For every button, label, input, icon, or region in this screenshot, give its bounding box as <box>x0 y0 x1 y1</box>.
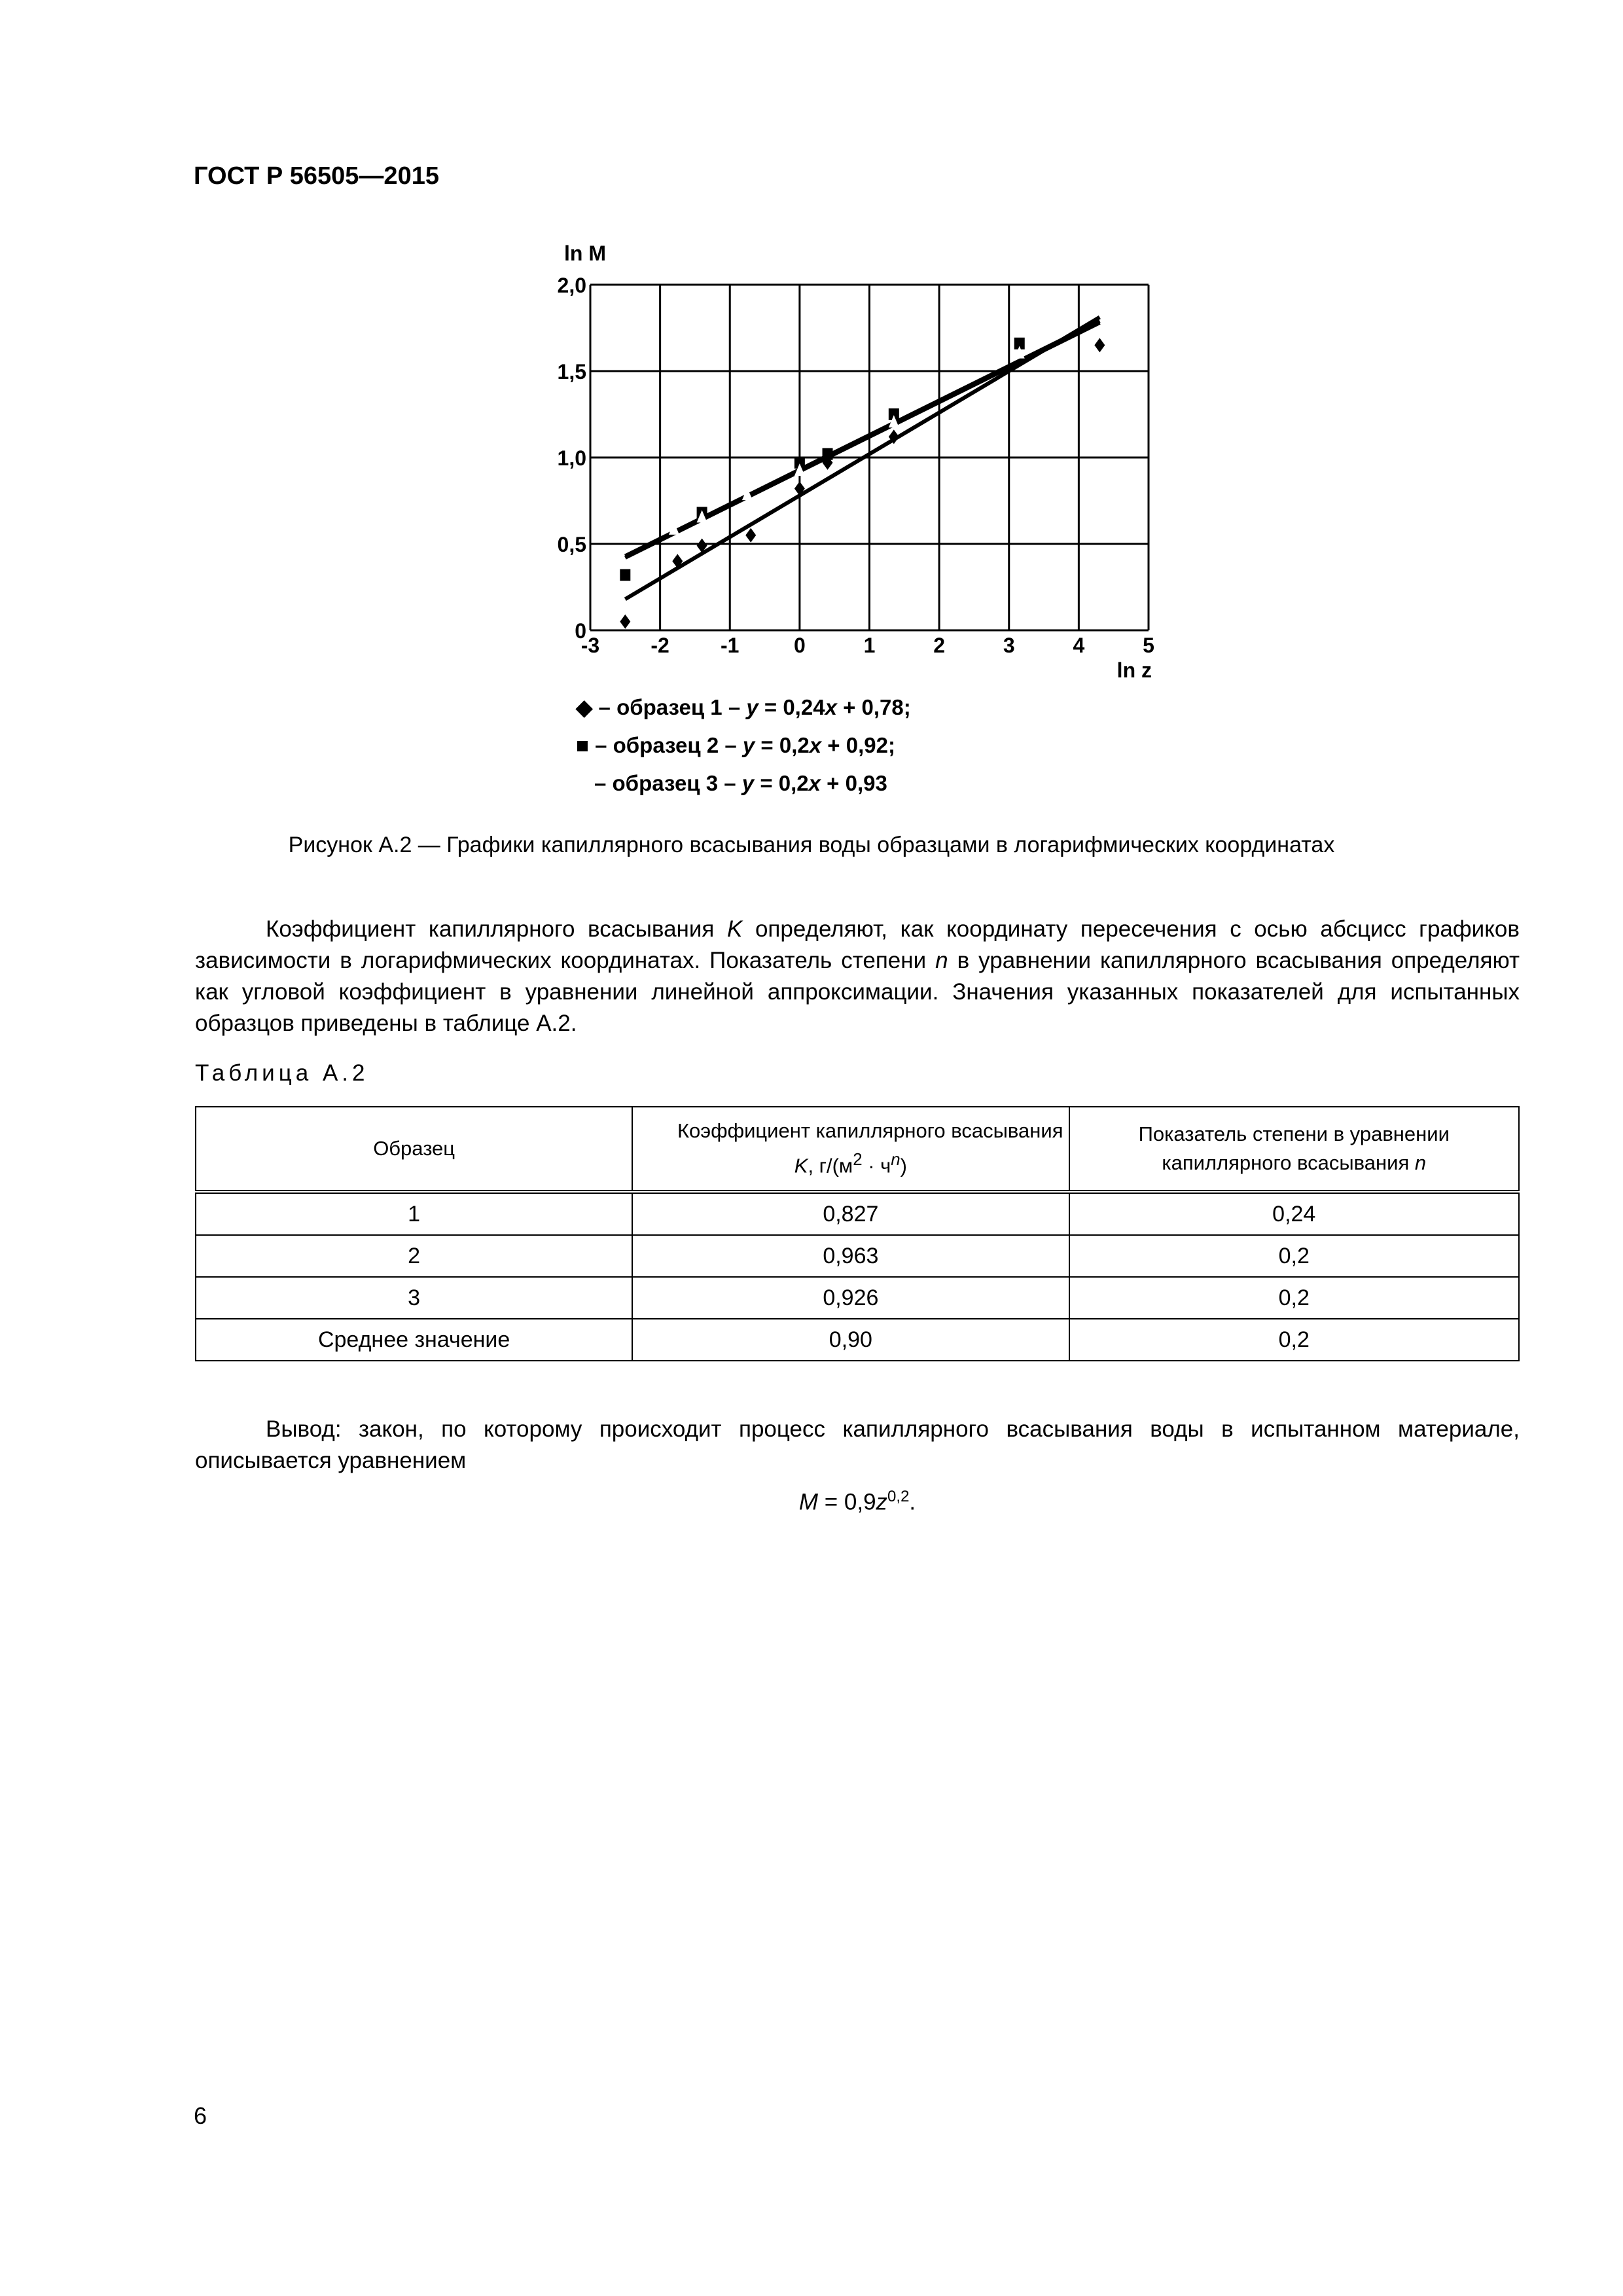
table-cell: 0,926 <box>632 1276 1070 1319</box>
table-cell: 1 <box>194 1191 633 1236</box>
document-body: Рисунок А.2 — Графики капиллярного всасы… <box>194 831 1520 1519</box>
diamond-icon: ◆ <box>576 695 593 719</box>
data-point-triangle <box>888 415 899 428</box>
y-tick-label: 0,5 <box>558 533 586 556</box>
table-cell: 0,827 <box>632 1191 1070 1236</box>
x-tick-label: 2 <box>933 634 945 657</box>
table-row: 1 0,827 0,24 <box>194 1191 1520 1236</box>
x-tick-label: 4 <box>1073 634 1084 657</box>
body-paragraph: Коэффициент капиллярного всасывания K оп… <box>195 916 1520 1036</box>
header-sample: Образец <box>194 1106 633 1193</box>
data-point-triangle <box>741 488 753 501</box>
table-row: Среднее значение 0,90 0,2 <box>194 1318 1520 1361</box>
data-point-triangle <box>794 463 805 476</box>
x-tick-label: -2 <box>651 634 669 657</box>
legend-item: ◆ – образец 1 – y = 0,24x + 0,78; <box>576 695 911 719</box>
data-point-triangle <box>1014 346 1025 359</box>
x-tick-label: 3 <box>1003 634 1015 657</box>
page-number: 6 <box>194 2102 207 2129</box>
table-cell: 0,963 <box>632 1234 1070 1278</box>
data-point-square <box>888 408 899 420</box>
chart-legend: ◆ – образец 1 – y = 0,24x + 0,78; ■ – об… <box>576 689 911 802</box>
y-tick-label: 2,0 <box>558 274 586 297</box>
document-header: ГОСТ Р 56505—2015 <box>194 162 439 190</box>
data-point-square <box>794 456 805 469</box>
table-cell: 0,2 <box>1068 1276 1520 1319</box>
data-point-diamond <box>672 554 683 569</box>
x-tick-label: 0 <box>794 634 806 657</box>
table-cell: 2 <box>194 1234 633 1278</box>
figure-caption: Рисунок А.2 — Графики капиллярного всасы… <box>288 833 1335 857</box>
data-point-square <box>620 569 631 581</box>
header-exponent: Показатель степени в уравнении капиллярно… <box>1068 1106 1520 1193</box>
x-tick-label: -3 <box>581 634 599 657</box>
table-cell: 3 <box>194 1276 633 1319</box>
square-icon: ■ <box>576 733 589 757</box>
table-cell: 0,24 <box>1068 1191 1520 1236</box>
table-cell: Среднее значение <box>194 1318 633 1361</box>
x-axis-label: ln z <box>1117 658 1152 682</box>
data-point-square <box>822 448 833 460</box>
table-row: 2 0,963 0,2 <box>194 1234 1520 1278</box>
table-row: 3 0,926 0,2 <box>194 1276 1520 1319</box>
data-table: Образец Коэффициент капиллярного всасыва… <box>194 1106 1520 1361</box>
x-tick-label: 5 <box>1143 634 1154 657</box>
data-point-diamond <box>1094 338 1105 353</box>
data-point-diamond <box>745 528 757 543</box>
data-point-diamond <box>696 538 707 553</box>
header-coefficient: Коэффициент капиллярного всасывания K, г/… <box>632 1106 1070 1193</box>
formula: M = 0,9z0,2. <box>798 1488 916 1515</box>
log-chart: -3 -2 -1 0 1 2 3 4 5 0 0,5 1,0 1,5 2,0 ln M ln z <box>558 242 1154 682</box>
fit-line <box>624 315 1101 601</box>
data-point-diamond <box>620 614 631 629</box>
data-point-triangle <box>696 510 707 523</box>
x-tick-label: -1 <box>721 634 739 657</box>
data-point-diamond <box>888 429 899 444</box>
y-axis-label: ln M <box>564 242 606 265</box>
y-tick-label: 0 <box>575 619 586 643</box>
conclusion-paragraph: Вывод: закон, по которому происходит про… <box>195 1416 1520 1473</box>
y-tick-label: 1,0 <box>558 446 586 470</box>
legend-item: ■ – образец 2 – y = 0,2x + 0,92; <box>576 733 895 757</box>
table-cell: 0,2 <box>1068 1318 1520 1361</box>
data-point-triangle <box>668 522 679 535</box>
table-cell: 0,2 <box>1068 1234 1520 1278</box>
table-caption: Таблица А.2 <box>195 1060 369 1086</box>
legend-item: – образец 3 – y = 0,2x + 0,93 <box>594 771 887 795</box>
data-point-diamond <box>794 481 805 496</box>
y-tick-label: 1,5 <box>558 360 586 384</box>
data-point-square <box>1014 337 1025 350</box>
table-cell: 0,90 <box>632 1318 1070 1361</box>
fit-line <box>624 319 1101 558</box>
x-tick-label: 1 <box>864 634 876 657</box>
